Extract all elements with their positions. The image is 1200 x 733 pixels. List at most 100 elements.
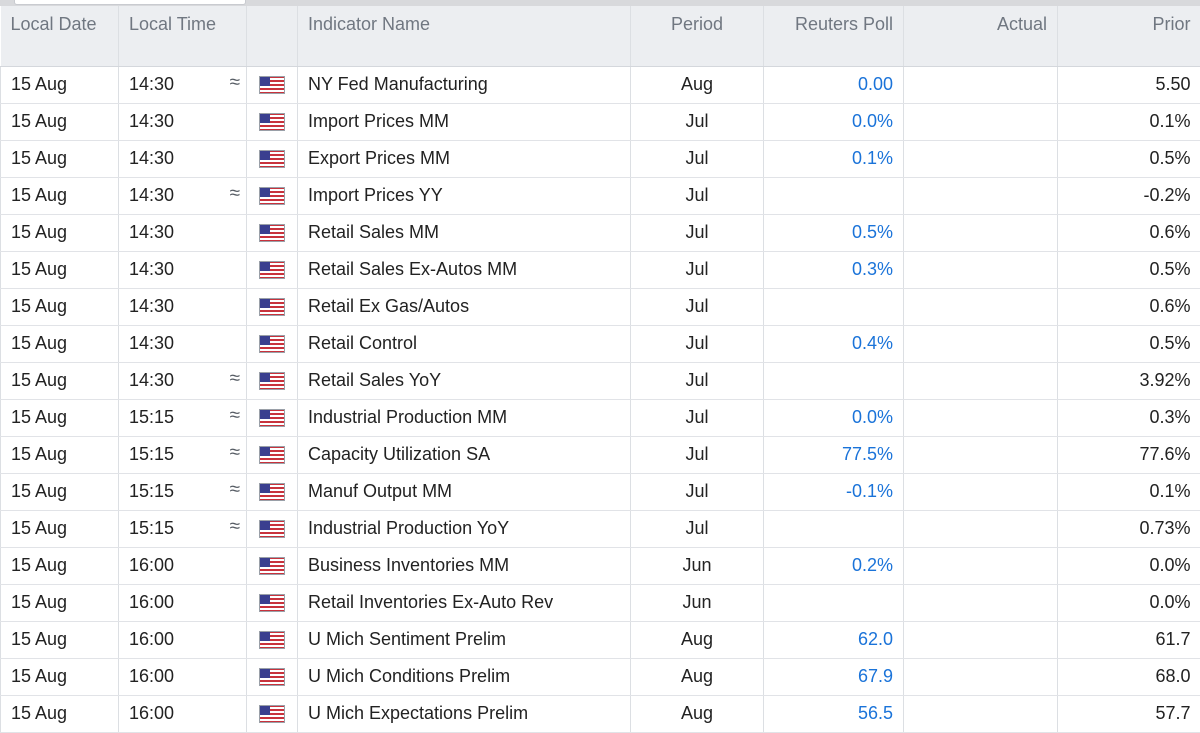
- table-row[interactable]: 15 Aug 14:30 Retail Ex Gas/Autos Jul: [1, 288, 1200, 325]
- row-indicator-name[interactable]: Industrial Production YoY: [298, 510, 631, 547]
- row-period: Jul: [631, 436, 764, 473]
- row-time-text: 14:30: [129, 370, 174, 390]
- row-reuters-poll: 0.4%: [764, 325, 904, 362]
- table-row[interactable]: 15 Aug 16:00 U Mich Conditions Prelim A: [1, 658, 1200, 695]
- table-row[interactable]: 15 Aug 16:00 Business Inventories MM Ju: [1, 547, 1200, 584]
- table-row[interactable]: 15 Aug 14:30 ≈ Retail Sales YoY Jul: [1, 362, 1200, 399]
- row-prior: 0.3%: [1058, 399, 1200, 436]
- row-actual: [904, 695, 1058, 732]
- row-indicator-name[interactable]: Retail Sales MM: [298, 214, 631, 251]
- row-actual: [904, 584, 1058, 621]
- row-indicator-name[interactable]: Import Prices MM: [298, 103, 631, 140]
- row-actual: [904, 288, 1058, 325]
- row-actual: [904, 66, 1058, 103]
- row-time: 15:15 ≈: [119, 399, 247, 436]
- row-reuters-poll: 0.00: [764, 66, 904, 103]
- col-header-local-date[interactable]: Local Date: [1, 6, 119, 66]
- table-row[interactable]: 15 Aug 16:00 U Mich Sentiment Prelim Au: [1, 621, 1200, 658]
- table-row[interactable]: 15 Aug 14:30 Export Prices MM Jul 0: [1, 140, 1200, 177]
- row-reuters-poll: 56.5: [764, 695, 904, 732]
- row-indicator-name[interactable]: Retail Control: [298, 325, 631, 362]
- row-reuters-poll: 0.0%: [764, 399, 904, 436]
- row-indicator-name[interactable]: Capacity Utilization SA: [298, 436, 631, 473]
- row-indicator-name[interactable]: Retail Sales YoY: [298, 362, 631, 399]
- row-period: Aug: [631, 66, 764, 103]
- row-time-text: 15:15: [129, 481, 174, 501]
- row-indicator-name[interactable]: Manuf Output MM: [298, 473, 631, 510]
- row-reuters-poll: -0.1%: [764, 473, 904, 510]
- row-flag: [247, 251, 298, 288]
- row-date: 15 Aug: [1, 325, 119, 362]
- table-row[interactable]: 15 Aug 14:30 Retail Sales Ex-Autos MM J: [1, 251, 1200, 288]
- table-row[interactable]: 15 Aug 15:15 ≈ Industrial Production YoY: [1, 510, 1200, 547]
- row-indicator-name[interactable]: U Mich Sentiment Prelim: [298, 621, 631, 658]
- us-flag-icon: [259, 520, 285, 538]
- row-indicator-name[interactable]: U Mich Expectations Prelim: [298, 695, 631, 732]
- table-row[interactable]: 15 Aug 15:15 ≈ Capacity Utilization SA J: [1, 436, 1200, 473]
- row-actual: [904, 251, 1058, 288]
- row-prior: 0.6%: [1058, 214, 1200, 251]
- row-time: 16:00: [119, 658, 247, 695]
- us-flag-icon: [259, 409, 285, 427]
- row-indicator-name[interactable]: Retail Ex Gas/Autos: [298, 288, 631, 325]
- table-row[interactable]: 15 Aug 16:00 Retail Inventories Ex-Auto …: [1, 584, 1200, 621]
- row-date: 15 Aug: [1, 177, 119, 214]
- us-flag-icon: [259, 594, 285, 612]
- col-header-period[interactable]: Period: [631, 6, 764, 66]
- row-indicator-name[interactable]: Import Prices YY: [298, 177, 631, 214]
- row-time: 14:30: [119, 103, 247, 140]
- approx-icon: ≈: [230, 369, 240, 389]
- row-prior: -0.2%: [1058, 177, 1200, 214]
- row-indicator-name[interactable]: NY Fed Manufacturing: [298, 66, 631, 103]
- row-date: 15 Aug: [1, 66, 119, 103]
- row-prior: 0.5%: [1058, 140, 1200, 177]
- row-time: 14:30: [119, 140, 247, 177]
- row-prior: 0.5%: [1058, 325, 1200, 362]
- row-period: Jul: [631, 177, 764, 214]
- table-row[interactable]: 15 Aug 14:30 ≈ NY Fed Manufacturing Aug: [1, 66, 1200, 103]
- row-actual: [904, 510, 1058, 547]
- row-period: Aug: [631, 621, 764, 658]
- table-row[interactable]: 15 Aug 14:30 Retail Control Jul 0.4: [1, 325, 1200, 362]
- col-header-actual[interactable]: Actual: [904, 6, 1058, 66]
- row-indicator-name[interactable]: Retail Inventories Ex-Auto Rev: [298, 584, 631, 621]
- row-reuters-poll: 0.5%: [764, 214, 904, 251]
- col-header-flag: [247, 6, 298, 66]
- row-indicator-name[interactable]: U Mich Conditions Prelim: [298, 658, 631, 695]
- table-row[interactable]: 15 Aug 15:15 ≈ Manuf Output MM Jul -: [1, 473, 1200, 510]
- us-flag-icon: [259, 631, 285, 649]
- table-row[interactable]: 15 Aug 14:30 Import Prices MM Jul 0: [1, 103, 1200, 140]
- row-date: 15 Aug: [1, 658, 119, 695]
- col-header-local-time[interactable]: Local Time: [119, 6, 247, 66]
- toolbar-tab[interactable]: [14, 0, 246, 5]
- row-time-text: 16:00: [129, 555, 174, 575]
- col-header-reuters-poll[interactable]: Reuters Poll: [764, 6, 904, 66]
- row-flag: [247, 547, 298, 584]
- row-flag: [247, 584, 298, 621]
- row-indicator-name[interactable]: Business Inventories MM: [298, 547, 631, 584]
- row-date: 15 Aug: [1, 547, 119, 584]
- row-period: Jul: [631, 140, 764, 177]
- row-time: 15:15 ≈: [119, 510, 247, 547]
- table-row[interactable]: 15 Aug 14:30 ≈ Import Prices YY Jul: [1, 177, 1200, 214]
- us-flag-icon: [259, 446, 285, 464]
- table-row[interactable]: 15 Aug 16:00 U Mich Expectations Prelim: [1, 695, 1200, 732]
- row-indicator-name[interactable]: Export Prices MM: [298, 140, 631, 177]
- row-date: 15 Aug: [1, 621, 119, 658]
- row-indicator-name[interactable]: Industrial Production MM: [298, 399, 631, 436]
- row-prior: 0.6%: [1058, 288, 1200, 325]
- row-reuters-poll: [764, 177, 904, 214]
- col-header-prior[interactable]: Prior: [1058, 6, 1200, 66]
- row-indicator-name[interactable]: Retail Sales Ex-Autos MM: [298, 251, 631, 288]
- row-time-text: 15:15: [129, 444, 174, 464]
- row-prior: 0.1%: [1058, 473, 1200, 510]
- approx-icon: ≈: [230, 73, 240, 93]
- table-row[interactable]: 15 Aug 15:15 ≈ Industrial Production MM: [1, 399, 1200, 436]
- col-header-indicator-name[interactable]: Indicator Name: [298, 6, 631, 66]
- table-row[interactable]: 15 Aug 14:30 Retail Sales MM Jul 0.: [1, 214, 1200, 251]
- economic-calendar-table: Local Date Local Time Indicator Name Per…: [0, 6, 1200, 733]
- row-time: 15:15 ≈: [119, 436, 247, 473]
- row-date: 15 Aug: [1, 103, 119, 140]
- row-time-text: 14:30: [129, 296, 174, 316]
- row-flag: [247, 362, 298, 399]
